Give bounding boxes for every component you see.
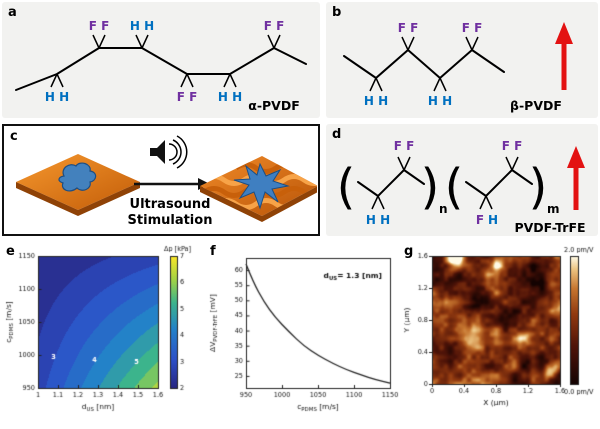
caption-line2: Stimulation	[128, 213, 213, 228]
speaker-icon	[150, 135, 188, 169]
panel-g: g	[400, 244, 598, 426]
hydrogen-pair-label: H H	[366, 213, 390, 227]
repeat-unit-1-backbone	[357, 169, 425, 197]
polarization-arrowhead	[555, 22, 573, 44]
substituent-bonds	[371, 156, 411, 210]
resting-cell	[58, 162, 97, 192]
beta-pvdf-structure: F F F F H H H H β-PVDF	[343, 21, 573, 113]
subscript-n: n	[439, 202, 448, 216]
polymer-backbone	[15, 47, 307, 91]
alpha-pvdf-structure: F F H H F F H H F F H H α-PVDF	[15, 19, 307, 113]
panel-f: f	[206, 244, 399, 426]
flat-substrate-edge	[16, 182, 140, 216]
fluorine-pair-label: F F	[394, 139, 415, 153]
hydrogen-pair-label: H H	[364, 94, 388, 108]
panel-e-label: e	[6, 244, 15, 259]
panel-d-label: d	[332, 127, 342, 142]
open-bracket: (	[445, 159, 464, 215]
fluorine-pair-label: F F	[177, 90, 198, 104]
fluorine-label: F	[476, 213, 484, 227]
panel-a: a F F H H F F H H F F H H α-PVDF	[2, 2, 320, 118]
close-bracket: )	[421, 159, 440, 215]
molecule-name: β-PVDF	[510, 98, 562, 113]
wavy-substrate-edge	[200, 186, 317, 222]
caption-line1: Ultrasound	[130, 197, 211, 212]
voltage-line-plot-canvas	[206, 244, 399, 426]
subscript-m: m	[547, 202, 560, 216]
open-bracket: (	[337, 159, 356, 215]
panel-b: b F F F F H H H H β-PVDF	[326, 2, 598, 118]
fluorine-pair-label: F F	[264, 19, 285, 33]
panel-d: d ( H H F F ) n ( F H F F ) m PVDF-TrFE	[326, 124, 598, 236]
fluorine-pair-label: F F	[89, 19, 110, 33]
panel-c-label: c	[10, 129, 18, 144]
hydrogen-pair-label: H H	[130, 19, 154, 33]
hydrogen-pair-label: H H	[45, 90, 69, 104]
hydrogen-label: H	[488, 213, 498, 227]
pfm-amplitude-map-canvas	[400, 244, 598, 426]
panel-g-label: g	[404, 244, 414, 259]
stimulation-schematic: Ultrasound Stimulation	[16, 135, 317, 228]
hydrogen-pair-label: H H	[428, 94, 452, 108]
molecule-name: α-PVDF	[248, 98, 300, 113]
panel-c: c	[2, 124, 320, 236]
fluorine-pair-label: F F	[502, 139, 523, 153]
pvdf-trfe-structure: ( H H F F ) n ( F H F F ) m PVDF-TrFE	[337, 139, 586, 235]
polymer-backbone	[343, 49, 505, 79]
hydrogen-pair-label: H H	[218, 90, 242, 104]
panel-a-label: a	[8, 5, 17, 20]
panel-f-label: f	[210, 244, 216, 259]
polarization-arrowhead	[567, 146, 585, 168]
substituent-bonds	[479, 156, 519, 210]
pressure-contour-plot-canvas	[2, 244, 202, 426]
fluorine-pair-label: F F	[398, 21, 419, 35]
fluorine-pair-label: F F	[462, 21, 483, 35]
molecule-name: PVDF-TrFE	[514, 220, 585, 235]
substituent-bonds	[50, 34, 281, 88]
panel-e: e	[2, 244, 202, 426]
repeat-unit-2-backbone	[465, 169, 533, 197]
spread-cell	[233, 162, 290, 210]
panel-b-label: b	[332, 5, 342, 20]
close-bracket: )	[529, 159, 548, 215]
substituent-bonds	[369, 36, 479, 92]
